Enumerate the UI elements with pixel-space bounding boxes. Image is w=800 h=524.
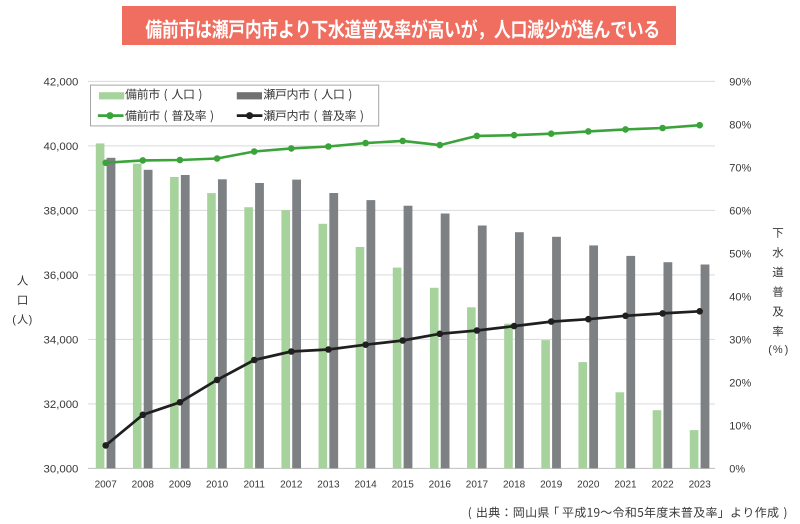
svg-text:2023: 2023 xyxy=(689,479,712,490)
svg-text:40,000: 40,000 xyxy=(44,141,79,153)
svg-text:2008: 2008 xyxy=(132,479,155,490)
svg-text:2016: 2016 xyxy=(429,479,452,490)
svg-text:30,000: 30,000 xyxy=(44,463,79,475)
svg-text:60%: 60% xyxy=(729,205,751,217)
svg-text:80%: 80% xyxy=(729,119,751,131)
svg-text:10%: 10% xyxy=(729,420,751,432)
svg-text:70%: 70% xyxy=(729,162,751,174)
svg-text:(: ( xyxy=(768,344,772,356)
svg-text:30%: 30% xyxy=(729,334,751,346)
svg-text:34,000: 34,000 xyxy=(44,334,79,346)
svg-text:2009: 2009 xyxy=(169,479,192,490)
svg-text:): ) xyxy=(785,344,789,356)
svg-text:2019: 2019 xyxy=(540,479,563,490)
svg-text:2022: 2022 xyxy=(651,479,674,490)
svg-text:2010: 2010 xyxy=(206,479,229,490)
svg-text:2018: 2018 xyxy=(503,479,526,490)
svg-text:2014: 2014 xyxy=(354,479,377,490)
svg-text:36,000: 36,000 xyxy=(44,270,79,282)
svg-text:2011: 2011 xyxy=(243,479,265,490)
svg-text:2007: 2007 xyxy=(95,479,118,490)
svg-text:(: ( xyxy=(12,314,16,326)
svg-text:0%: 0% xyxy=(729,463,745,475)
svg-text:32,000: 32,000 xyxy=(44,399,79,411)
svg-text:20%: 20% xyxy=(729,377,751,389)
svg-text:2013: 2013 xyxy=(317,479,340,490)
svg-text:50%: 50% xyxy=(729,248,751,260)
svg-text:%: % xyxy=(773,344,783,356)
svg-text:2017: 2017 xyxy=(466,479,489,490)
svg-text:90%: 90% xyxy=(729,76,751,88)
svg-text:): ) xyxy=(29,314,33,326)
svg-text:42,000: 42,000 xyxy=(44,76,79,88)
svg-text:2021: 2021 xyxy=(614,479,637,490)
svg-text:38,000: 38,000 xyxy=(44,205,79,217)
svg-text:2015: 2015 xyxy=(392,479,415,490)
svg-text:2020: 2020 xyxy=(577,479,600,490)
svg-text:40%: 40% xyxy=(729,291,751,303)
svg-text:2012: 2012 xyxy=(280,479,303,490)
